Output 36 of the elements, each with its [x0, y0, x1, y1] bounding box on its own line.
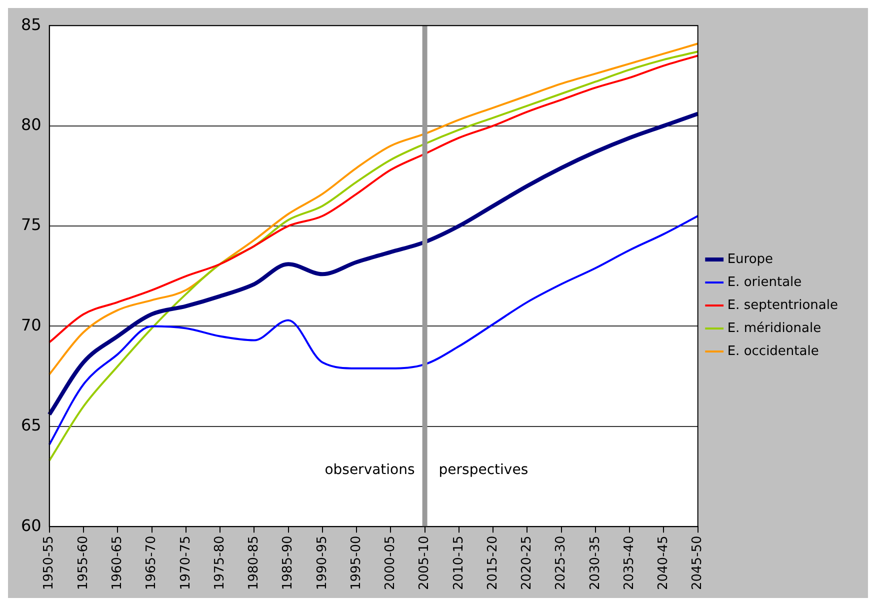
x-tick-label: 2035-40: [622, 536, 637, 590]
annotation: perspectives: [438, 462, 528, 478]
x-tick-label: 1965-70: [144, 536, 160, 590]
x-tick-label: 1975-80: [212, 536, 228, 590]
x-tick-label: 2030-35: [588, 536, 603, 590]
line-series: [48, 215, 699, 446]
y-tick-label: 60: [21, 516, 42, 535]
line-series: [47, 112, 700, 416]
legend-label: E. septentrionale: [727, 298, 838, 313]
x-tick-label: 2015-20: [485, 536, 500, 590]
line-series: [48, 50, 699, 462]
x-tick-label: 2005-10: [417, 536, 432, 590]
x-tick-label: 1990-95: [314, 536, 330, 590]
y-tick-label: 85: [21, 14, 42, 34]
x-tick-label: 2025-30: [554, 536, 569, 590]
x-tick-label: 2020-25: [520, 536, 535, 590]
x-tick-label: 1955-60: [76, 536, 91, 590]
x-tick-label: 1950-55: [42, 536, 57, 590]
x-tick-label: 1985-90: [280, 536, 296, 590]
y-tick-label: 80: [21, 114, 42, 134]
legend-label: E. méridionale: [727, 320, 822, 336]
x-tick-label: 1970-75: [178, 536, 194, 590]
y-tick-label: 75: [21, 215, 42, 234]
annotation: observations: [324, 462, 415, 478]
x-tick-label: 1980-85: [246, 536, 262, 590]
legend-label: E. occidentale: [727, 344, 819, 359]
x-tick-label: 1960-65: [110, 536, 125, 590]
x-tick-label: 2010-15: [451, 536, 466, 590]
x-tick-label: 2000-05: [383, 536, 398, 590]
x-tick-label: 2040-45: [656, 536, 672, 590]
y-tick-label: 70: [21, 315, 42, 334]
legend-label: E. orientale: [727, 274, 802, 290]
x-tick-label: 1995-00: [348, 536, 364, 590]
x-tick-label: 2045-50: [690, 536, 706, 590]
y-tick-label: 65: [21, 416, 42, 435]
legend-label: Europe: [727, 252, 774, 267]
